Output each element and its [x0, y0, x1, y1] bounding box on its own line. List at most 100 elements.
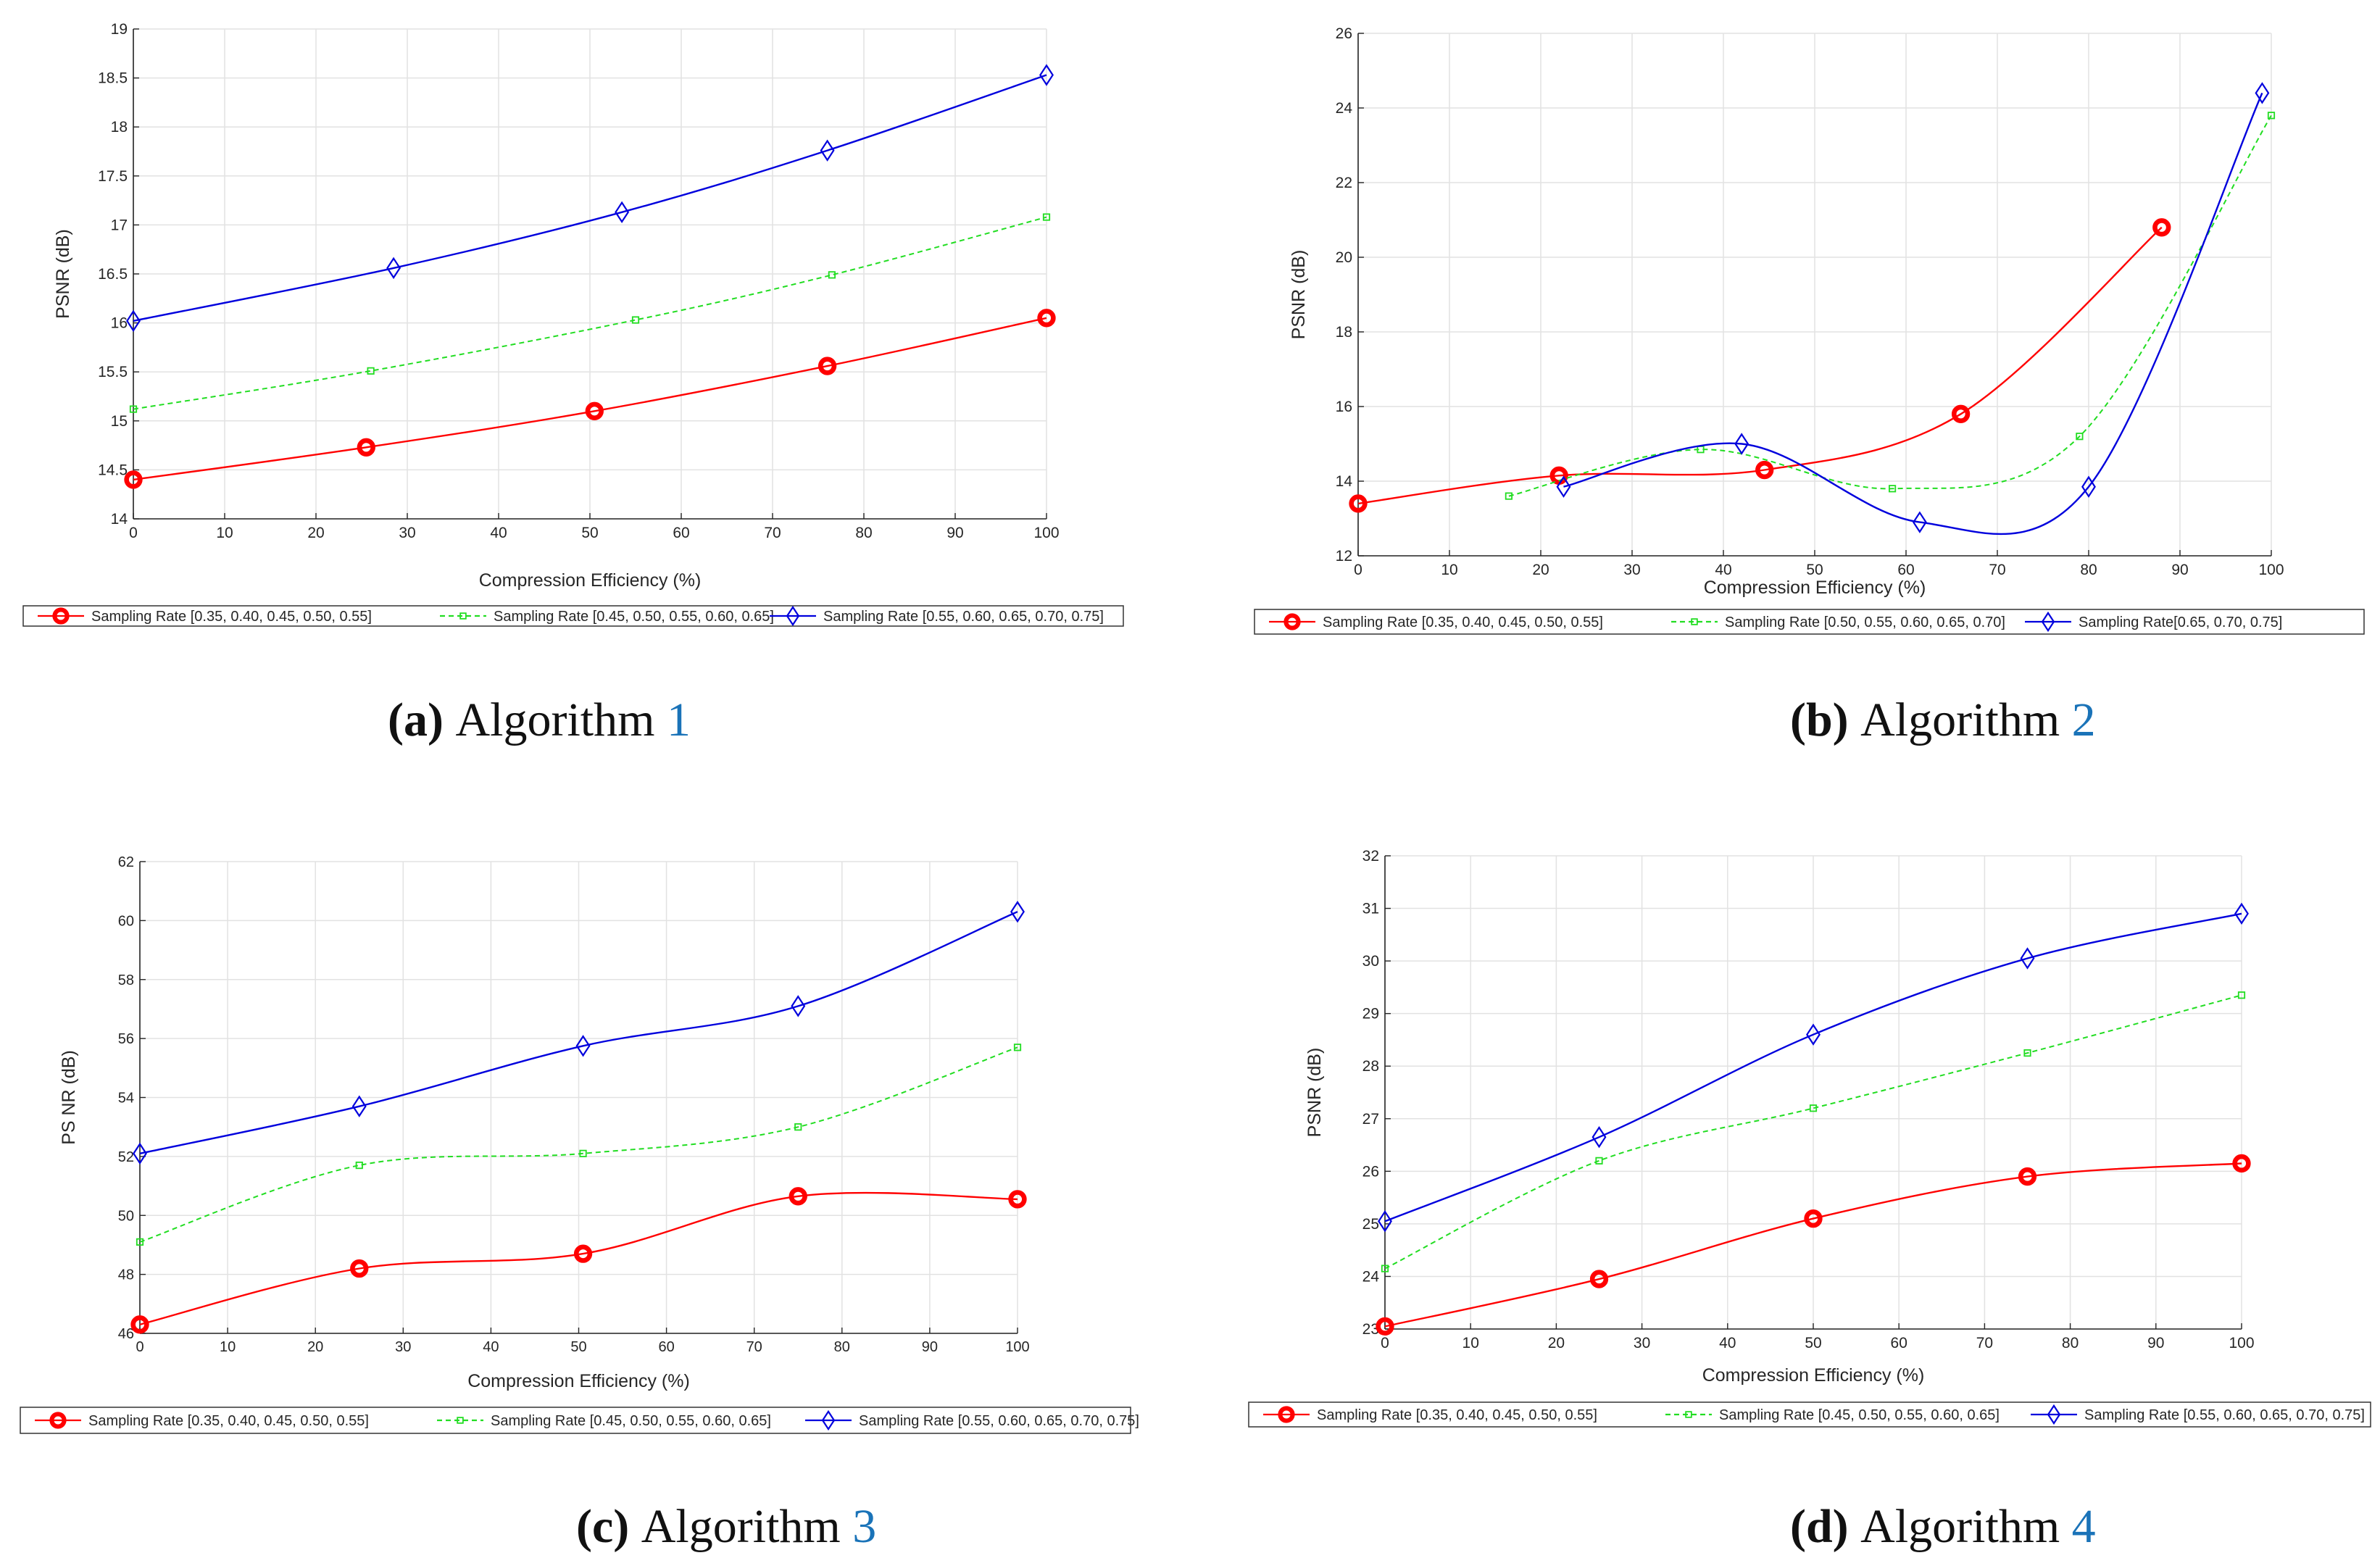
- data-point-square: [631, 316, 640, 324]
- x-tick-label: 100: [2229, 1335, 2254, 1351]
- y-tick-label: 26: [1362, 1163, 1379, 1180]
- data-point-circle: [2152, 218, 2171, 237]
- legend-marker-square: [1685, 1411, 1692, 1418]
- y-tick-label: 16: [111, 315, 128, 332]
- legend-marker-diamond: [2047, 1404, 2061, 1425]
- legend-marker-diamond: [821, 1409, 836, 1431]
- series-line-green: [1384, 994, 2242, 1270]
- x-tick-label: 40: [1719, 1335, 1736, 1351]
- data-point-diamond: [2255, 82, 2270, 104]
- caption-c: (c) Algorithm 3: [576, 1500, 876, 1553]
- legend-marker-square: [457, 1417, 464, 1424]
- x-tick-label: 40: [1715, 562, 1731, 578]
- y-tick-label: 16: [1336, 399, 1352, 415]
- legend-label: Sampling Rate [0.35, 0.40, 0.45, 0.50, 0…: [91, 609, 372, 625]
- series-line-green: [139, 1046, 1018, 1243]
- x-axis-label: Compression Efficiency (%): [467, 1371, 690, 1391]
- x-tick-label: 80: [2062, 1335, 2079, 1351]
- series-line-blue: [1563, 92, 2263, 536]
- caption-text: Algorithm: [455, 693, 667, 746]
- y-tick-label: 24: [1362, 1268, 1380, 1285]
- series-green: [1381, 991, 2246, 1272]
- caption-label: (a): [388, 693, 455, 746]
- x-tick-label: 20: [307, 1339, 323, 1355]
- data-point-square: [2076, 433, 2084, 441]
- series-blue: [1556, 82, 2270, 536]
- y-tick-label: 22: [1336, 175, 1352, 191]
- legend-label: Sampling Rate[0.65, 0.70, 0.75]: [2079, 615, 2282, 630]
- x-tick-label: 60: [1891, 1335, 1907, 1351]
- x-tick-label: 90: [946, 525, 963, 541]
- legend-marker-diamond: [2041, 611, 2055, 633]
- series-line-green: [133, 216, 1047, 410]
- data-point-circle: [1376, 1317, 1394, 1336]
- x-tick-label: 10: [216, 525, 233, 541]
- data-point-square: [1013, 1043, 1022, 1051]
- x-tick-label: 0: [136, 1339, 143, 1355]
- caption-text: Algorithm: [641, 1500, 853, 1553]
- grid-lines: [133, 28, 1047, 520]
- data-point-square: [828, 271, 836, 279]
- data-point-circle: [1951, 404, 1971, 423]
- legend-b: Sampling Rate [0.35, 0.40, 0.45, 0.50, 0…: [1254, 609, 2365, 635]
- y-tick-label: 56: [118, 1031, 134, 1047]
- x-tick-label: 90: [922, 1339, 938, 1355]
- data-point-square: [367, 367, 375, 375]
- data-point-square: [2237, 991, 2246, 999]
- y-axis-label: PSNR (dB): [1289, 250, 1309, 340]
- data-point-diamond: [2020, 947, 2035, 970]
- chart-panel-d: 0 10 20 30 40 50 60 70 80 90 100 23 24 25 26 27 28 29 30 31…: [1305, 848, 2255, 1386]
- y-tick-label: 31: [1362, 901, 1379, 917]
- legend-marker-circle: [1283, 613, 1301, 630]
- legend-label: Sampling Rate [0.45, 0.50, 0.55, 0.60, 0…: [1719, 1407, 2000, 1423]
- y-tick-label: 15: [111, 413, 128, 430]
- data-point-diamond: [1734, 433, 1749, 455]
- y-axis-label: PSNR (dB): [53, 229, 73, 319]
- x-tick-label: 70: [1989, 562, 2005, 578]
- y-tick-label: 24: [1336, 100, 1353, 117]
- series-red: [130, 1187, 1027, 1334]
- data-point-square: [1505, 492, 1513, 500]
- data-point-circle: [350, 1259, 369, 1278]
- y-tick-label: 60: [118, 913, 134, 929]
- x-tick-label: 60: [658, 1339, 674, 1355]
- x-tick-label: 90: [2147, 1335, 2164, 1351]
- caption-label: (b): [1790, 693, 1860, 746]
- x-tick-label: 10: [220, 1339, 236, 1355]
- x-tick-label: 70: [764, 525, 781, 541]
- legend-marker-diamond: [786, 605, 800, 627]
- x-tick-label: 30: [1623, 562, 1640, 578]
- data-point-diamond: [1806, 1023, 1821, 1046]
- caption-b: (b) Algorithm 2: [1790, 693, 2096, 746]
- series-line-blue: [139, 911, 1018, 1154]
- x-tick-label: 0: [129, 525, 138, 541]
- data-point-square: [355, 1161, 363, 1170]
- series-blue: [133, 900, 1025, 1165]
- data-point-circle: [585, 401, 604, 420]
- legend-label: Sampling Rate [0.50, 0.55, 0.60, 0.65, 0…: [1725, 615, 2005, 630]
- y-tick-label: 14: [111, 511, 128, 528]
- data-point-square: [1595, 1157, 1603, 1165]
- caption-label: (d): [1790, 1500, 1860, 1553]
- legend-label: Sampling Rate [0.35, 0.40, 0.45, 0.50, 0…: [88, 1413, 369, 1429]
- data-point-square: [1888, 485, 1897, 493]
- data-point-circle: [1549, 466, 1568, 485]
- y-tick-label: 48: [118, 1267, 134, 1283]
- x-tick-label: 50: [581, 525, 598, 541]
- x-tick-label: 100: [1005, 1339, 1029, 1355]
- legend-label: Sampling Rate [0.35, 0.40, 0.45, 0.50, 0…: [1317, 1407, 1597, 1423]
- x-axis-label: Compression Efficiency (%): [479, 570, 702, 591]
- x-tick-label: 40: [483, 1339, 499, 1355]
- data-point-circle: [124, 470, 143, 489]
- y-tick-label: 30: [1362, 953, 1379, 970]
- data-point-square: [1042, 213, 1051, 221]
- series-green: [129, 213, 1051, 413]
- x-tick-label: 100: [1033, 525, 1059, 541]
- legend-d: Sampling Rate [0.35, 0.40, 0.45, 0.50, 0…: [1248, 1401, 2371, 1428]
- data-point-diamond: [615, 201, 630, 224]
- caption-ref: 1: [667, 693, 691, 746]
- legend-label: Sampling Rate [0.45, 0.50, 0.55, 0.60, 0…: [494, 609, 774, 625]
- legend-box: [20, 1407, 1131, 1434]
- x-tick-label: 70: [746, 1339, 762, 1355]
